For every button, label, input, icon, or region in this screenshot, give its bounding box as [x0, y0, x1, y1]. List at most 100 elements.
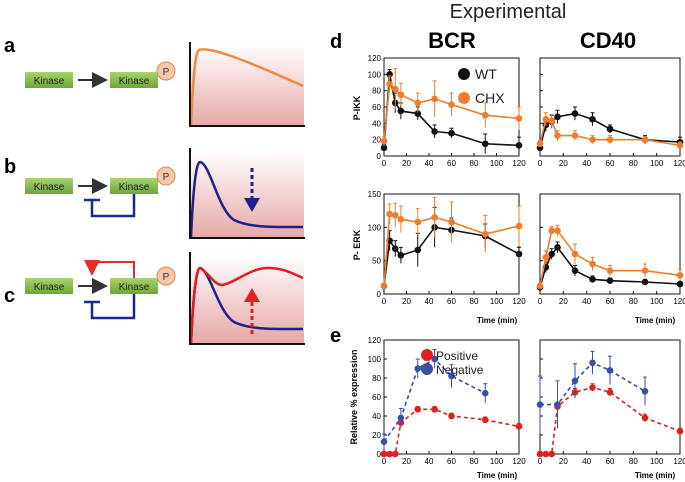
data-point-positive: [391, 450, 399, 458]
x-tick-label: 80: [629, 159, 638, 168]
phospho-label: P: [163, 67, 170, 78]
data-point-chx: [589, 136, 596, 143]
concept-plot-a: [189, 42, 305, 127]
legend-chx-label: CHX: [475, 90, 505, 106]
x-tick-label: 120: [673, 297, 685, 306]
data-point-positive: [536, 450, 544, 458]
panel-letter-c: c: [4, 285, 15, 307]
kinase-box: [25, 278, 73, 294]
x-tick-label: 0: [538, 457, 543, 466]
data-point-wt: [397, 252, 405, 259]
data-point-positive: [386, 450, 393, 458]
data-point-wt: [554, 113, 561, 121]
data-point-chx: [397, 216, 405, 223]
data-point-wt: [397, 107, 405, 115]
x-tick-label: 100: [490, 159, 504, 168]
y-tick-label: 20: [372, 431, 381, 440]
data-point-chx: [571, 250, 579, 258]
schematic-a: Kinase Kinase P: [25, 61, 176, 88]
arrowhead-up: [244, 288, 260, 302]
x-tick-label: 20: [402, 159, 411, 168]
y-tick-label: 60: [372, 393, 381, 402]
data-point-wt: [414, 246, 422, 254]
legend-wt-chx: WT CHX: [458, 66, 505, 106]
chart-bcr-perk: 0 50 100 150 0 20 40 60 80 100 120 Time (min): [368, 190, 527, 325]
data-point-negative: [481, 389, 489, 397]
data-point-chx: [391, 212, 399, 219]
x-tick-label: 100: [650, 297, 664, 306]
data-charts: 0 20 40 60 80 100 120 0 20 40 60 80 100 120 0 20 40 60 80 1…: [368, 54, 685, 480]
data-point-negative: [380, 438, 388, 445]
x-tick-label: 40: [582, 457, 591, 466]
data-point-chx: [542, 115, 550, 123]
kinase-box: [110, 278, 158, 294]
x-tick-label: 100: [650, 159, 664, 168]
data-point-chx: [397, 91, 405, 99]
y-tick-label: 120: [368, 54, 382, 63]
positive-feedback-loop: [84, 260, 135, 278]
data-point-wt: [571, 267, 579, 274]
data-point-wt: [571, 110, 579, 117]
data-point-negative: [536, 401, 544, 408]
x-tick-label: 60: [447, 159, 456, 168]
data-point-chx: [641, 136, 649, 143]
kinase-box: [110, 178, 158, 194]
data-point-wt: [554, 244, 561, 251]
legend-negative-marker: [421, 363, 433, 375]
data-point-chx: [386, 80, 393, 88]
y-tick-label: 0: [377, 450, 382, 459]
data-point-positive: [515, 423, 523, 430]
panel-letter-d: d: [330, 31, 342, 53]
data-point-negative: [589, 359, 596, 367]
data-point-chx: [589, 260, 596, 268]
data-point-chx: [391, 85, 399, 93]
x-tick-label: 60: [447, 457, 456, 466]
x-tick-label: 20: [402, 457, 411, 466]
x-tick-label: 60: [606, 297, 615, 306]
x-axis-label: Time (min): [477, 316, 518, 325]
panel-letter-a: a: [4, 35, 16, 57]
kinase-box: [110, 72, 158, 88]
y-tick-label: 120: [368, 336, 382, 345]
data-point-chx: [448, 218, 455, 226]
data-point-chx: [676, 142, 684, 149]
data-point-positive: [481, 416, 489, 424]
panel-letter-b: b: [4, 156, 16, 178]
x-axis-label: Time (min): [635, 471, 676, 480]
x-tick-label: 80: [470, 159, 479, 168]
panel-letter-e: e: [330, 325, 341, 347]
kinase-label: Kinase: [34, 282, 65, 293]
data-point-positive: [448, 412, 455, 420]
experimental-header: Experimental: [450, 1, 567, 23]
data-point-positive: [380, 450, 388, 458]
bcr-header: BCR: [428, 28, 476, 53]
x-tick-label: 80: [470, 297, 479, 306]
x-tick-label: 60: [447, 297, 456, 306]
x-tick-label: 120: [512, 457, 526, 466]
data-point-chx: [515, 222, 523, 230]
y-tick-label: 40: [372, 119, 381, 128]
legend-positive-label: Positive: [436, 349, 478, 363]
data-point-chx: [431, 214, 438, 221]
x-tick-label: 20: [559, 159, 568, 168]
data-point-wt: [606, 125, 614, 133]
x-tick-label: 60: [606, 457, 615, 466]
data-point-positive: [676, 427, 684, 435]
schematic-c: Kinase Kinase P: [25, 260, 176, 320]
x-tick-label: 20: [559, 297, 568, 306]
data-point-chx: [414, 99, 422, 107]
data-point-positive: [589, 384, 596, 391]
data-point-negative: [554, 401, 561, 408]
x-tick-label: 120: [512, 297, 526, 306]
y-label-pikk: P-IKK: [352, 95, 362, 120]
chart-bcr-pikk: 0 20 40 60 80 100 120 0 20 40 60 80 100 120: [368, 54, 527, 168]
data-point-wt: [515, 250, 523, 258]
x-tick-label: 40: [425, 159, 434, 168]
legend-negative-label: Negative: [436, 363, 484, 377]
blue-response-curve: [189, 160, 304, 239]
x-tick-label: 40: [425, 457, 434, 466]
x-tick-label: 120: [512, 159, 526, 168]
x-tick-label: 100: [490, 297, 504, 306]
chart-cd40-pikk: 0 20 40 60 80 100 120: [536, 57, 685, 168]
chart-bcr-expr: 0 20 40 60 80 100 120 0 20 40 60 80 100 120 Time (min): [368, 336, 527, 480]
